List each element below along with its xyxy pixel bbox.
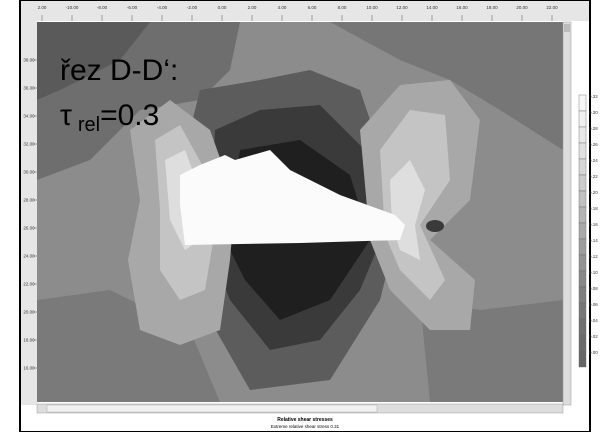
subscript: rel (78, 114, 100, 136)
caption-title: Relative shear stresses (277, 417, 333, 423)
legend-label: 0.24 (589, 158, 598, 163)
legend-label: 0.08 (589, 286, 598, 291)
legend-swatch (578, 94, 587, 112)
ruler-label: 30.00 (23, 170, 35, 175)
top-ruler (21, 1, 589, 21)
ruler-label: 16.00 (23, 366, 35, 371)
ruler-label: -4.00 (157, 5, 168, 10)
ruler-label: 14.00 (426, 5, 438, 10)
legend-label: 0.10 (589, 270, 598, 275)
ruler-label: 8.00 (338, 5, 347, 10)
legend-swatch (578, 302, 587, 320)
legend-swatch (578, 174, 587, 192)
legend-label: 0.28 (589, 126, 598, 131)
ruler-label: -8.00 (97, 5, 108, 10)
value: =0.3 (100, 99, 159, 132)
legend-swatch (578, 206, 587, 224)
scroll-up[interactable] (564, 24, 570, 32)
ruler-label: 16.00 (456, 5, 468, 10)
legend-swatch (578, 286, 587, 304)
legend-label: 0.04 (589, 318, 598, 323)
ruler-label: 2.00 (248, 5, 257, 10)
ruler-label: 18.00 (23, 338, 35, 343)
ruler-label: 32.00 (23, 142, 35, 147)
ruler-label: -10.00 (66, 5, 79, 10)
ruler-label: 34.00 (23, 114, 35, 119)
legend-label: 0.14 (589, 238, 598, 243)
ruler-label: 36.00 (23, 86, 35, 91)
ruler-label: 24.00 (23, 254, 35, 259)
legend-swatch (578, 254, 587, 272)
legend-label: 0.20 (589, 190, 598, 195)
ruler-label: 0.00 (218, 5, 227, 10)
vertical-scrollbar[interactable] (562, 21, 572, 406)
contour (37, 22, 150, 100)
contour (37, 290, 220, 402)
legend: 0.32 0.30 0.28 0.26 0.24 0.22 0.20 0.18 0.16 0.14… (578, 94, 598, 368)
ruler-label: 20.00 (516, 5, 528, 10)
legend-swatch (578, 318, 587, 336)
caption-subtitle: Extreme relative shear stress 0.31 (271, 424, 340, 429)
ruler-label: -2.00 (187, 5, 198, 10)
legend-label: 0.16 (589, 222, 598, 227)
scroll-thumb[interactable] (46, 404, 378, 413)
legend-label: 0.26 (589, 142, 598, 147)
legend-label: 0.32 (589, 94, 598, 99)
legend-label: 0.02 (589, 334, 598, 339)
legend-swatch (578, 222, 587, 240)
legend-label: 0.18 (589, 206, 598, 211)
legend-swatch (578, 158, 587, 176)
ruler-label: 18.00 (486, 5, 498, 10)
left-ruler (21, 21, 37, 405)
legend-label: 0.22 (589, 174, 598, 179)
tau: τ (60, 99, 72, 132)
contour-plot (37, 22, 563, 402)
overlay-formula: τ rel=0.3 (60, 99, 159, 136)
legend-swatch (578, 142, 587, 160)
contour (330, 22, 563, 150)
overlay-title: řez D-D‘: (60, 54, 178, 87)
ruler-label: 12.00 (396, 5, 408, 10)
legend-label: 0.00 (589, 350, 598, 355)
legend-swatch (578, 126, 587, 144)
contour (426, 220, 444, 232)
ruler-label: 26.00 (23, 226, 35, 231)
ruler-label: 20.00 (23, 310, 35, 315)
legend-swatch (578, 350, 587, 368)
ruler-label: 38.00 (23, 58, 35, 63)
legend-label: 0.30 (589, 110, 598, 115)
legend-label: 0.06 (589, 302, 598, 307)
legend-swatch (578, 110, 587, 128)
ruler-label: 2.00 (38, 5, 47, 10)
legend-swatch (578, 238, 587, 256)
body-shape (180, 150, 405, 245)
legend-label: 0.12 (589, 254, 598, 259)
ruler-label: 22.00 (546, 5, 558, 10)
legend-swatch (578, 334, 587, 352)
ruler-label: 6.00 (308, 5, 317, 10)
ruler-label: 22.00 (23, 282, 35, 287)
ruler-label: -6.00 (127, 5, 138, 10)
legend-swatch (578, 270, 587, 288)
ruler-label: 28.00 (23, 198, 35, 203)
ruler-label: 10.00 (366, 5, 378, 10)
legend-swatch (578, 190, 587, 208)
ruler-label: 4.00 (278, 5, 287, 10)
